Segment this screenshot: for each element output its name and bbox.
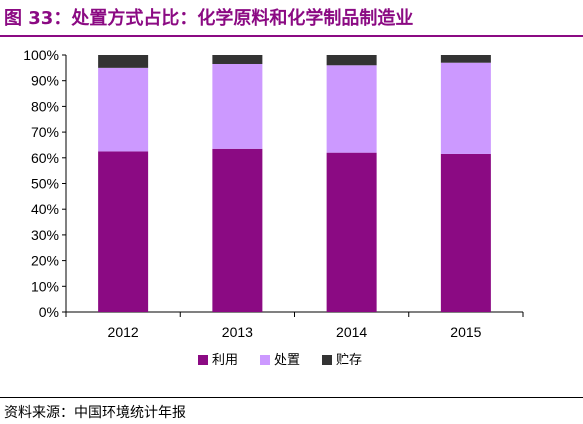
bar-2014-处置 [326,65,377,153]
legend-label: 利用 [212,353,238,368]
bar-2013-处置 [212,63,263,149]
bar-2014-利用 [326,152,377,312]
source-note: 资料来源：中国环境统计年报 [4,405,186,421]
bar-2015-贮存 [440,55,491,63]
bar-2012-利用 [98,151,149,312]
legend-swatch [198,355,208,365]
legend-swatch [260,355,270,365]
figure-title: 图 33：处置方式占比：化学原料和化学制品制造业 [4,8,414,29]
y-tick-label: 40% [31,201,59,217]
y-tick-label: 80% [31,98,59,114]
legend-label: 贮存 [336,353,362,368]
bar-2012-贮存 [98,55,149,68]
y-tick-label: 20% [31,253,59,269]
y-tick-label: 10% [31,278,59,294]
stacked-bar-chart: 0% 10% 20% 30% 40% 50% 60% 70% 80% 90% 100% 2012 201… [23,47,524,368]
y-tick-label: 0% [39,304,59,320]
title-rule [0,35,583,37]
bar-2013-利用 [212,148,263,312]
title-bar: 图 33：处置方式占比：化学原料和化学制品制造业 [0,0,583,38]
bar-2012-处置 [98,67,149,152]
legend-label: 处置 [274,353,300,368]
source-rule [0,397,583,398]
x-tick-label: 2013 [222,324,253,340]
bar-2014-贮存 [326,55,377,66]
bar-2015-处置 [440,62,491,154]
y-tick-label: 60% [31,150,59,166]
x-tick-label: 2014 [336,324,367,340]
y-tick-label: 30% [31,227,59,243]
x-tick-label: 2012 [108,324,139,340]
y-tick-label: 50% [31,176,59,192]
bar-2013-贮存 [212,55,263,64]
x-tick-label: 2015 [450,324,481,340]
y-tick-label: 90% [31,73,59,89]
y-tick-label: 100% [23,47,59,63]
bar-2015-利用 [440,153,491,312]
legend-swatch [322,355,332,365]
y-tick-label: 70% [31,124,59,140]
